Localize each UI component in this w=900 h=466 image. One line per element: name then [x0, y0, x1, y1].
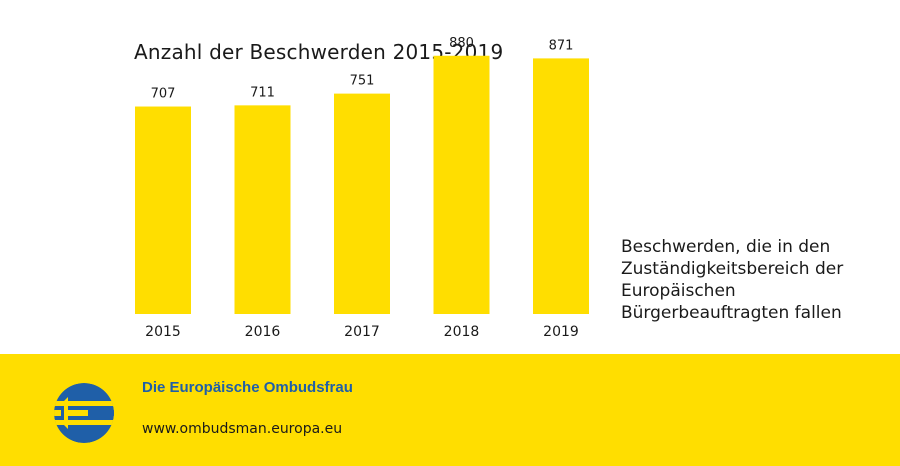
value-label-2018: 880: [449, 36, 474, 51]
category-label-2019: 2019: [543, 324, 579, 340]
bar-2016: [234, 105, 291, 314]
european-ombudsman-logo-icon: [54, 383, 114, 443]
bars-group: [135, 55, 589, 314]
bar-2019: [533, 58, 589, 314]
value-label-2015: 707: [151, 87, 176, 102]
category-label-2016: 2016: [245, 324, 281, 340]
bar-2017: [334, 93, 390, 314]
bar-2015: [135, 106, 191, 314]
category-label-2015: 2015: [145, 324, 181, 340]
website-url[interactable]: www.ombudsman.europa.eu: [142, 421, 343, 437]
category-label-2017: 2017: [344, 324, 380, 340]
category-labels-group: 2015 2016 2017 2018 2019: [145, 324, 579, 340]
value-labels-group: 707 711 751 880 871: [151, 36, 574, 102]
value-label-2016: 711: [250, 85, 275, 100]
value-label-2019: 871: [549, 38, 574, 53]
value-label-2017: 751: [350, 74, 375, 89]
organization-name: Die Europäische Ombudsfrau: [142, 379, 353, 396]
bar-2018: [433, 55, 490, 314]
bar-chart: 707 711 751 880 871 2015 2016 2017 2018 2019: [135, 36, 589, 340]
series-label: Beschwerden, die in den Zuständigkeitsbe…: [621, 237, 844, 323]
category-label-2018: 2018: [444, 324, 480, 340]
footer-banner: Die Europäische Ombudsfrau www.ombudsman…: [0, 354, 900, 466]
